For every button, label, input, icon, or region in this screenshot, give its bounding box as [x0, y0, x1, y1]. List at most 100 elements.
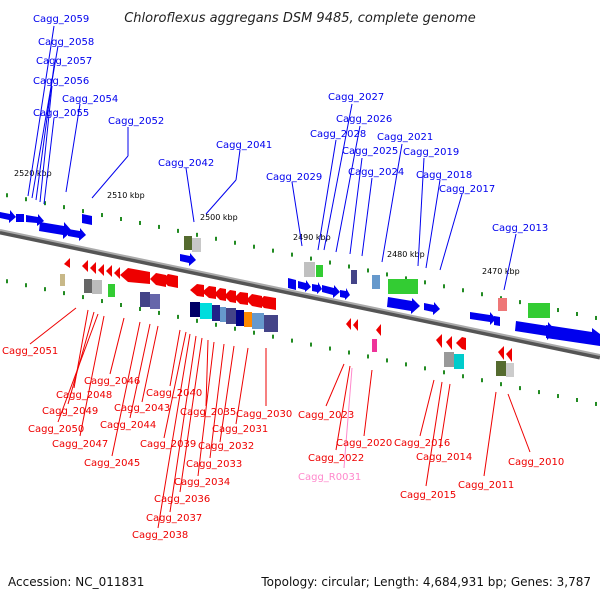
- gene-arrow[interactable]: [446, 336, 452, 350]
- feature-block[interactable]: [304, 262, 315, 277]
- feature-block[interactable]: [60, 274, 65, 286]
- gene-label[interactable]: Cagg_2047: [52, 439, 108, 450]
- feature-block[interactable]: [528, 303, 550, 318]
- gene-arrow[interactable]: [214, 288, 226, 301]
- gene-label[interactable]: Cagg_2015: [400, 490, 456, 501]
- gene-label[interactable]: Cagg_2033: [186, 459, 242, 470]
- feature-block[interactable]: [84, 279, 92, 293]
- gene-arrow[interactable]: [498, 346, 504, 360]
- feature-block[interactable]: [244, 312, 252, 327]
- feature-block[interactable]: [108, 284, 115, 297]
- gene-arrow[interactable]: [106, 265, 112, 277]
- gene-arrow[interactable]: [190, 284, 204, 297]
- gene-arrow[interactable]: [298, 280, 311, 292]
- gene-arrow[interactable]: [82, 260, 88, 272]
- gene-arrow[interactable]: [258, 296, 276, 310]
- feature-block[interactable]: [92, 280, 102, 294]
- feature-block[interactable]: [184, 236, 192, 250]
- gene-arrow[interactable]: [353, 319, 358, 331]
- gene-label[interactable]: Cagg_2014: [416, 452, 472, 463]
- gene-arrow[interactable]: [26, 214, 44, 226]
- gene-arrow[interactable]: [515, 321, 556, 340]
- gene-box[interactable]: [288, 278, 296, 290]
- feature-block[interactable]: [220, 307, 226, 322]
- feature-block[interactable]: [226, 308, 236, 324]
- feature-block[interactable]: [236, 310, 244, 326]
- gene-label[interactable]: Cagg_2056: [33, 76, 89, 87]
- gene-arrow[interactable]: [340, 288, 350, 300]
- rna-block[interactable]: [372, 339, 377, 352]
- gene-label[interactable]: Cagg_2045: [84, 458, 140, 469]
- gene-label[interactable]: Cagg_2019: [403, 147, 459, 158]
- gene-arrow[interactable]: [470, 312, 496, 325]
- gene-label[interactable]: Cagg_2020: [336, 438, 392, 449]
- gene-label[interactable]: Cagg_2035: [180, 407, 236, 418]
- gene-label[interactable]: Cagg_2043: [114, 403, 170, 414]
- gene-label[interactable]: Cagg_2038: [132, 530, 188, 541]
- gene-arrow[interactable]: [322, 285, 340, 298]
- gene-label[interactable]: Cagg_2027: [328, 92, 384, 103]
- feature-block[interactable]: [454, 354, 464, 369]
- feature-block[interactable]: [388, 279, 418, 294]
- feature-block[interactable]: [372, 275, 380, 289]
- gene-arrow[interactable]: [120, 268, 150, 284]
- gene-label[interactable]: Cagg_2039: [140, 439, 196, 450]
- gene-arrow[interactable]: [456, 337, 466, 350]
- gene-arrow[interactable]: [234, 292, 248, 305]
- gene-label[interactable]: Cagg_2034: [174, 477, 230, 488]
- gene-arrow[interactable]: [387, 297, 420, 314]
- feature-block[interactable]: [150, 294, 160, 309]
- gene-label[interactable]: Cagg_2042: [158, 158, 214, 169]
- gene-label[interactable]: Cagg_2016: [394, 438, 450, 449]
- gene-arrow[interactable]: [224, 290, 236, 303]
- gene-label[interactable]: Cagg_2028: [310, 129, 366, 140]
- gene-arrow[interactable]: [312, 282, 322, 294]
- gene-arrow[interactable]: [150, 273, 166, 287]
- gene-arrow[interactable]: [424, 302, 440, 315]
- feature-block[interactable]: [212, 305, 220, 321]
- gene-label[interactable]: Cagg_2018: [416, 170, 472, 181]
- feature-block[interactable]: [316, 265, 323, 277]
- gene-arrow[interactable]: [202, 286, 216, 299]
- gene-label[interactable]: Cagg_2044: [100, 420, 156, 431]
- gene-label[interactable]: Cagg_2021: [377, 132, 433, 143]
- gene-label[interactable]: Cagg_2017: [439, 184, 495, 195]
- feature-block[interactable]: [140, 292, 150, 307]
- gene-box[interactable]: [494, 316, 500, 326]
- gene-arrow[interactable]: [98, 264, 104, 276]
- gene-arrow[interactable]: [90, 262, 96, 274]
- gene-label[interactable]: Cagg_2057: [36, 56, 92, 67]
- gene-arrow[interactable]: [162, 274, 178, 288]
- gene-label[interactable]: Cagg_2011: [458, 480, 514, 491]
- gene-label[interactable]: Cagg_2029: [266, 172, 322, 183]
- gene-label[interactable]: Cagg_2051: [2, 346, 58, 357]
- feature-block[interactable]: [192, 238, 201, 252]
- feature-block[interactable]: [252, 313, 264, 329]
- gene-arrow[interactable]: [114, 267, 120, 279]
- gene-label[interactable]: Cagg_2052: [108, 116, 164, 127]
- gene-label[interactable]: Cagg_2037: [146, 513, 202, 524]
- gene-label[interactable]: Cagg_2022: [308, 453, 364, 464]
- gene-arrow[interactable]: [546, 325, 600, 346]
- gene-arrow[interactable]: [39, 222, 72, 239]
- gene-label[interactable]: Cagg_2031: [212, 424, 268, 435]
- gene-arrow[interactable]: [436, 334, 442, 348]
- gene-label[interactable]: Cagg_2040: [146, 388, 202, 399]
- feature-block[interactable]: [200, 303, 212, 319]
- gene-label[interactable]: Cagg_2049: [42, 406, 98, 417]
- gene-label[interactable]: Cagg_2032: [198, 441, 254, 452]
- gene-arrow[interactable]: [0, 210, 16, 223]
- gene-label[interactable]: Cagg_2055: [33, 108, 89, 119]
- feature-block[interactable]: [498, 298, 507, 311]
- feature-block[interactable]: [264, 315, 278, 332]
- gene-label[interactable]: Cagg_2046: [84, 376, 140, 387]
- feature-block[interactable]: [190, 302, 200, 317]
- gene-label[interactable]: Cagg_2059: [33, 14, 89, 25]
- gene-arrow[interactable]: [346, 318, 351, 330]
- gene-label[interactable]: Cagg_2041: [216, 140, 272, 151]
- gene-label[interactable]: Cagg_2050: [28, 424, 84, 435]
- rna-label[interactable]: Cagg_R0031: [298, 472, 361, 483]
- gene-label[interactable]: Cagg_2010: [508, 457, 564, 468]
- gene-label[interactable]: Cagg_2054: [62, 94, 118, 105]
- gene-arrow[interactable]: [506, 348, 512, 362]
